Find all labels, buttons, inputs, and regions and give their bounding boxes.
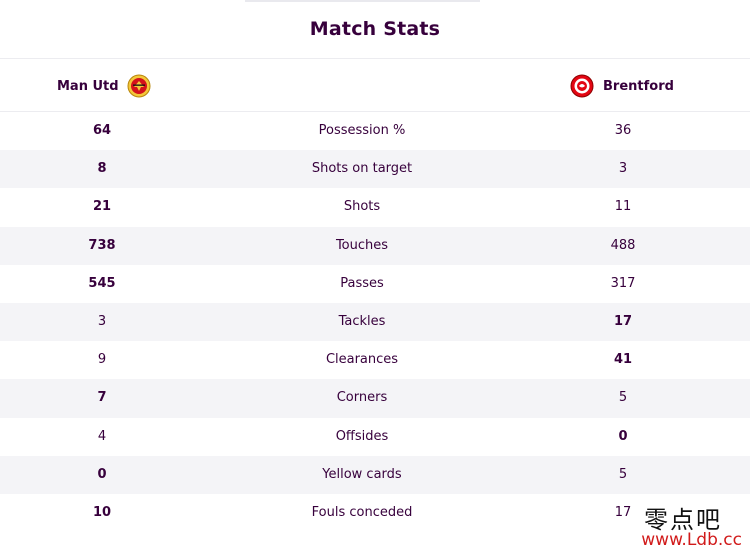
- watermark: 零点吧 www.Ldb.cc: [616, 500, 744, 552]
- watermark-chinese: 零点吧: [644, 506, 722, 534]
- away-stat-value: 41: [613, 352, 633, 368]
- home-stat-value: 0: [97, 466, 107, 482]
- brentford-crest-icon: [570, 74, 594, 98]
- stat-label: Fouls conceded: [311, 504, 413, 520]
- home-stat-value: 8: [97, 161, 107, 177]
- stat-row: 7 Corners 5: [0, 379, 750, 418]
- stat-label: Shots: [343, 199, 381, 215]
- stat-label: Passes: [340, 275, 384, 291]
- teams-header: Man Utd Brentford: [0, 58, 750, 112]
- man-utd-crest-icon: [127, 74, 151, 98]
- away-team[interactable]: Brentford: [570, 59, 674, 113]
- stat-row: 21 Shots 11: [0, 188, 750, 226]
- stat-row: 64 Possession % 36: [0, 112, 750, 150]
- away-stat-value: 0: [618, 428, 628, 444]
- home-stat-value: 64: [92, 123, 112, 138]
- home-stat-value: 9: [97, 352, 107, 368]
- stat-row: 0 Yellow cards 5: [0, 455, 750, 494]
- stat-label: Touches: [335, 237, 389, 253]
- away-stat-value: 17: [614, 504, 632, 520]
- tab-indicator-line: [245, 0, 480, 2]
- home-stat-value: 738: [88, 237, 116, 253]
- home-stat-value: 545: [88, 275, 116, 291]
- stat-label: Offsides: [335, 428, 389, 444]
- stat-row: 4 Offsides 0: [0, 418, 750, 456]
- away-stat-value: 317: [610, 275, 636, 291]
- stat-label: Possession %: [318, 123, 406, 138]
- home-stat-value: 7: [97, 390, 107, 406]
- page-title: Match Stats: [309, 18, 441, 40]
- stat-label: Clearances: [325, 352, 399, 368]
- home-team[interactable]: Man Utd: [57, 59, 151, 113]
- stat-row: 8 Shots on target 3: [0, 150, 750, 189]
- home-stat-value: 3: [97, 313, 107, 329]
- watermark-url: www.Ldb.cc: [641, 530, 742, 550]
- away-stat-value: 11: [614, 199, 632, 215]
- away-stat-value: 488: [610, 237, 636, 253]
- away-stat-value: 17: [613, 313, 633, 329]
- stat-row: 738 Touches 488: [0, 226, 750, 265]
- away-stat-value: 3: [618, 161, 628, 177]
- stat-label: Yellow cards: [322, 466, 402, 482]
- home-stat-value: 10: [92, 504, 112, 520]
- stat-label: Tackles: [338, 313, 386, 329]
- stat-row: 9 Clearances 41: [0, 341, 750, 379]
- stat-label: Shots on target: [311, 161, 413, 177]
- stat-label: Corners: [336, 390, 388, 406]
- away-stat-value: 36: [614, 123, 632, 138]
- away-stat-value: 5: [618, 390, 628, 406]
- away-stat-value: 5: [618, 466, 628, 482]
- stat-row: 545 Passes 317: [0, 265, 750, 303]
- stat-row: 10 Fouls conceded 17: [0, 494, 750, 532]
- stat-row: 3 Tackles 17: [0, 302, 750, 342]
- home-team-name: Man Utd: [57, 78, 119, 94]
- away-team-name: Brentford: [603, 78, 674, 94]
- home-stat-value: 21: [92, 199, 112, 215]
- home-stat-value: 4: [97, 428, 107, 444]
- stats-table: 64 Possession % 36 8 Shots on target 3 21 Shots…: [0, 112, 750, 532]
